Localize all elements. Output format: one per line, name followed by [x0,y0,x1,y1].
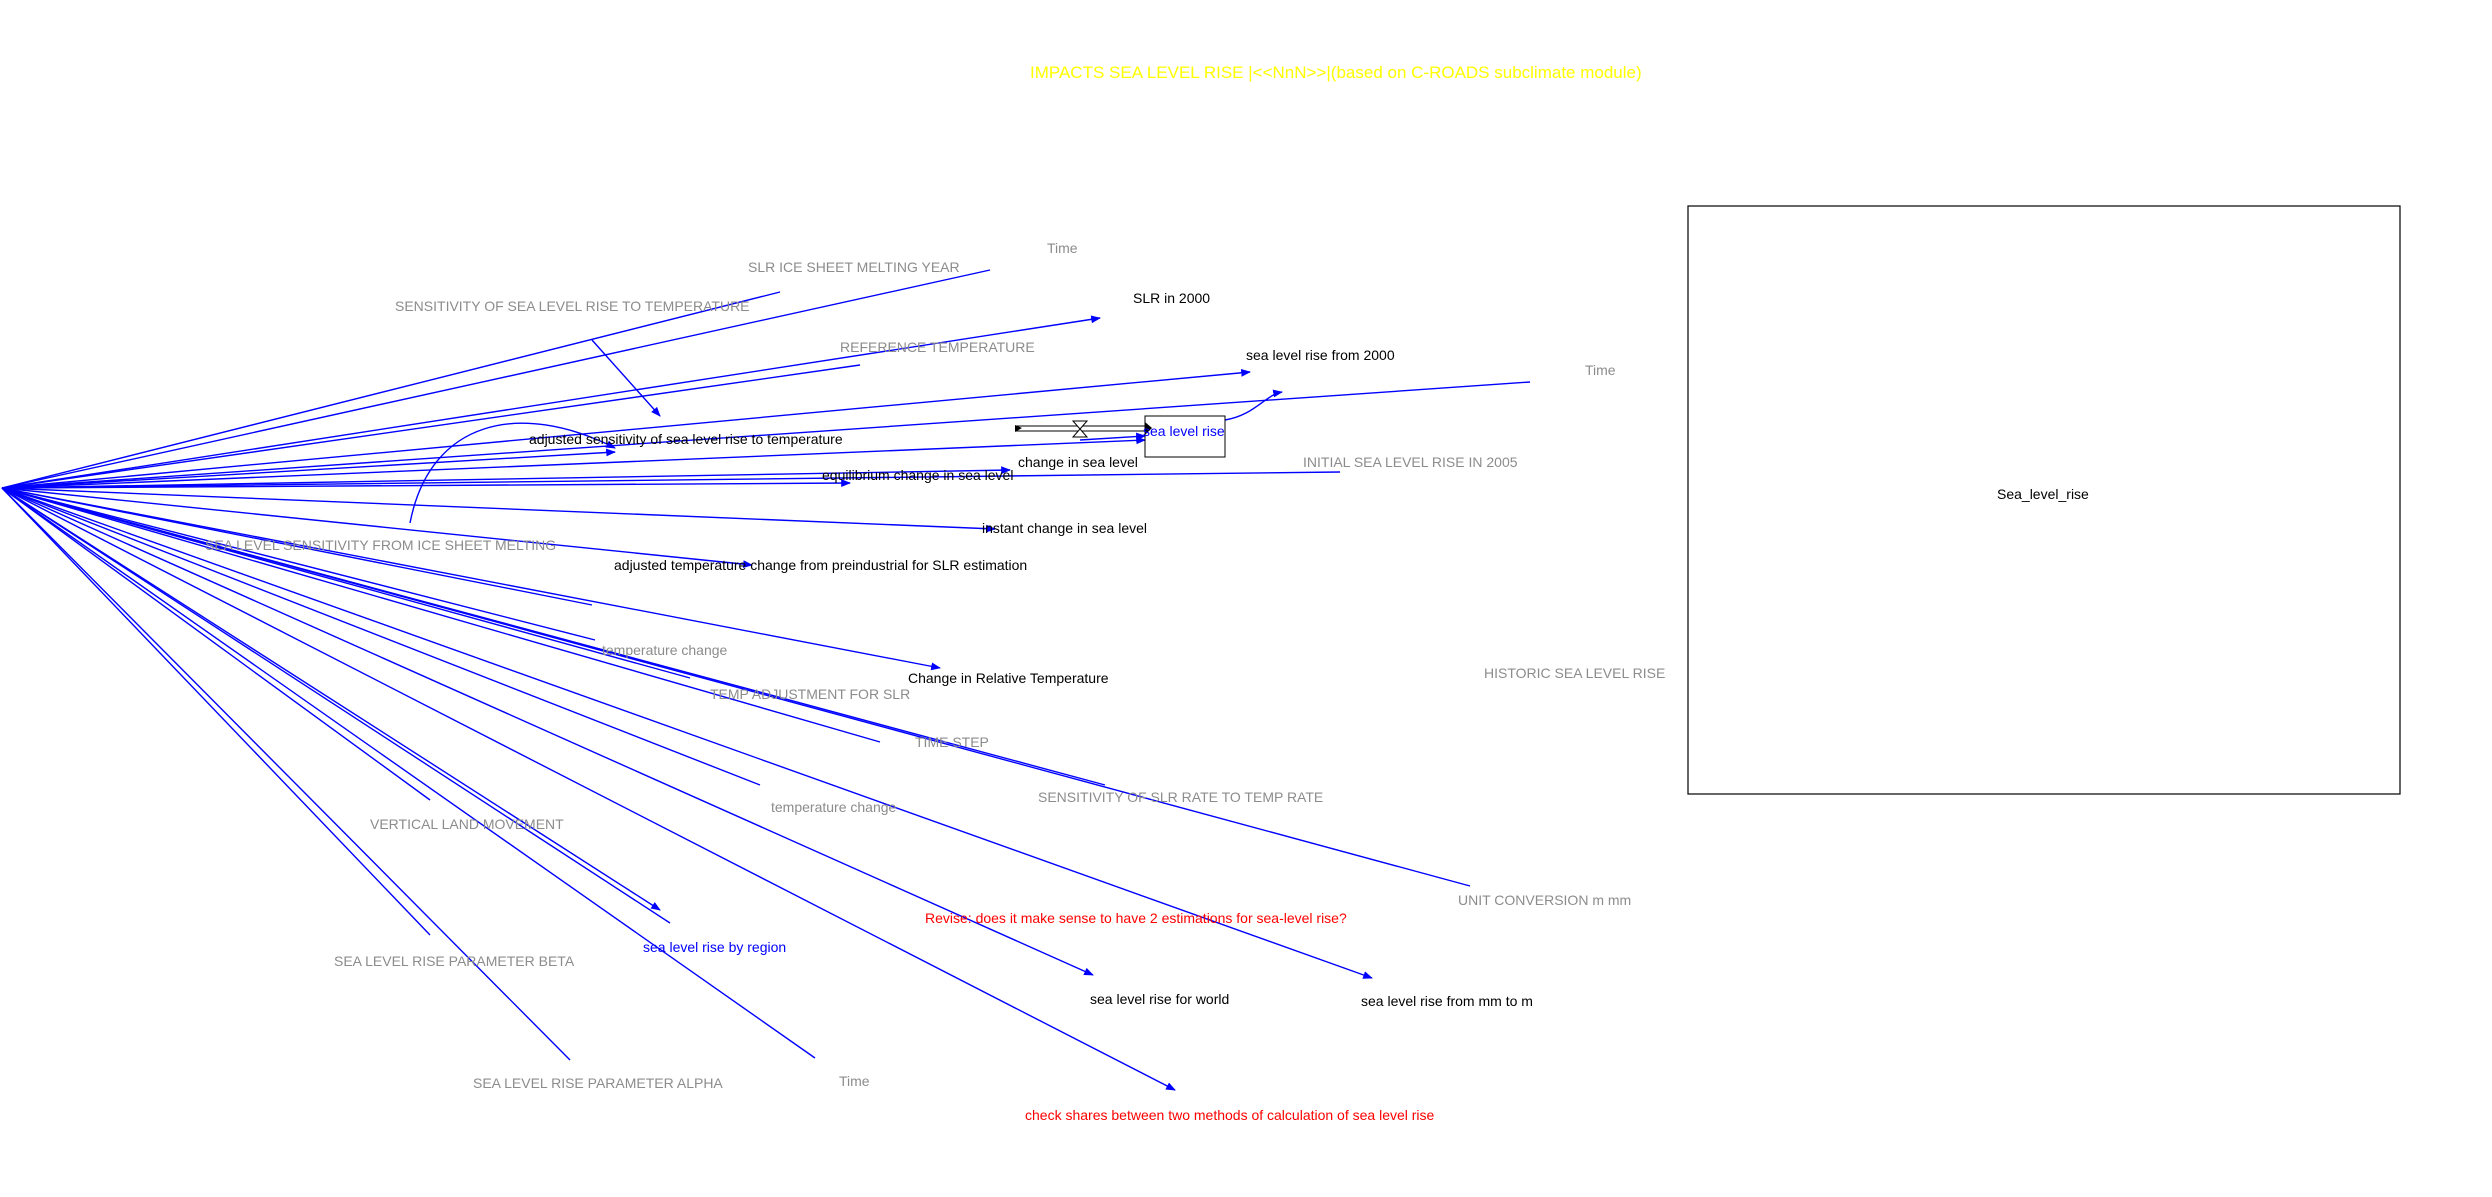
link-line [1,487,571,1061]
link-line [1,368,1251,489]
link-line [1,487,941,671]
link-line [1,466,1011,489]
time-bottom-label[interactable]: Time [839,1073,870,1089]
diagram-title: IMPACTS SEA LEVEL RISE |<<NnN>>|(based o… [1030,63,1642,82]
sea-level-rise-stock-label[interactable]: sea level rise [1143,423,1225,439]
slr-parameter-beta-label[interactable]: SEA LEVEL RISE PARAMETER BETA [334,953,575,969]
adjusted-temperature-change-label[interactable]: adjusted temperature change from preindu… [614,557,1027,573]
link-line [1224,389,1283,421]
flow-arrowhead [1145,422,1152,435]
sea-level-rise-by-region-label[interactable]: sea level rise by region [643,939,786,955]
link-line [1,487,816,1059]
link-line [409,422,616,524]
link-line [1,471,1341,489]
link-line [1,487,1373,979]
temp-adjustment-label[interactable]: TEMP ADJUSTMENT FOR SLR [710,686,910,702]
variable-labels: Time SLR ICE SHEET MELTING YEAR SENSITIV… [205,240,1665,1123]
link-line [1,487,431,936]
link-line [1,487,1176,1091]
sea-level-rise-mm-to-m-label[interactable]: sea level rise from mm to m [1361,993,1533,1009]
link-line [1,487,671,924]
sensitivity-slr-rate-label[interactable]: SENSITIVITY OF SLR RATE TO TEMP RATE [1038,789,1323,805]
flow-change-in-sea-level [1015,420,1152,438]
historic-sea-level-rise-label[interactable]: HISTORIC SEA LEVEL RISE [1484,665,1665,681]
link-line [1,479,851,489]
initial-sea-level-rise-2005-label[interactable]: INITIAL SEA LEVEL RISE IN 2005 [1303,454,1518,470]
link-line [1079,432,1146,441]
link-line [1,291,781,489]
temperature-change-2-label[interactable]: temperature change [771,799,897,815]
slr-parameter-alpha-label[interactable]: SEA LEVEL RISE PARAMETER ALPHA [473,1075,723,1091]
check-shares-note: check shares between two methods of calc… [1025,1107,1435,1123]
temperature-change-1-label[interactable]: temperature change [602,642,728,658]
sea-level-sensitivity-ice-label[interactable]: SEA LEVEL SENSITIVITY FROM ICE SHEET MEL… [205,537,556,553]
slr-in-2000-label[interactable]: SLR in 2000 [1133,290,1210,306]
slr-ice-sheet-melting-year-label[interactable]: SLR ICE SHEET MELTING YEAR [748,259,960,275]
time-right-label[interactable]: Time [1585,362,1616,378]
link-line [1,487,1094,976]
link-line [1,381,1531,489]
revise-note: Revise: does it make sense to have 2 est… [925,910,1347,926]
sea-level-rise-for-world-label[interactable]: sea level rise for world [1090,991,1229,1007]
link-line [1,436,1146,489]
link-line [1,487,596,641]
flow-valve-icon [1071,420,1089,438]
link-line [591,339,661,417]
reference-temperature-label[interactable]: REFERENCE TEMPERATURE [840,339,1035,355]
vertical-land-movement-label[interactable]: VERTICAL LAND MOVEMENT [370,816,564,832]
link-line [1,487,1471,887]
link-line [1,487,753,568]
link-line [1,487,996,533]
unit-conversion-label[interactable]: UNIT CONVERSION m mm [1458,892,1631,908]
equilibrium-change-label[interactable]: equilibrium change in sea level [822,467,1013,483]
link-line [1,364,861,489]
link-line [1,448,616,489]
link-line [1,315,1101,489]
sea-level-rise-from-2000-label[interactable]: sea level rise from 2000 [1246,347,1395,363]
graph-label: Sea_level_rise [1997,486,2089,502]
link-line [1,487,761,786]
time-step-label[interactable]: TIME STEP [915,734,989,750]
adjusted-sensitivity-label[interactable]: adjusted sensitivity of sea level rise t… [529,431,843,447]
link-line [1,487,661,911]
link-line [1,487,881,743]
sensitivity-slr-temp-label[interactable]: SENSITIVITY OF SEA LEVEL RISE TO TEMPERA… [395,298,750,314]
change-in-sea-level-label[interactable]: change in sea level [1018,454,1138,470]
link-line [1,487,431,801]
time-top-label[interactable]: Time [1047,240,1078,256]
sea-level-rise-stock-box[interactable] [1144,415,1226,458]
link-line [1,269,991,489]
link-line [1,487,593,606]
instant-change-label[interactable]: instant change in sea level [982,520,1147,536]
link-lines [1,269,1531,1091]
change-relative-temperature-label[interactable]: Change in Relative Temperature [908,670,1109,686]
sea-level-rise-graph-panel[interactable] [1687,205,2401,795]
